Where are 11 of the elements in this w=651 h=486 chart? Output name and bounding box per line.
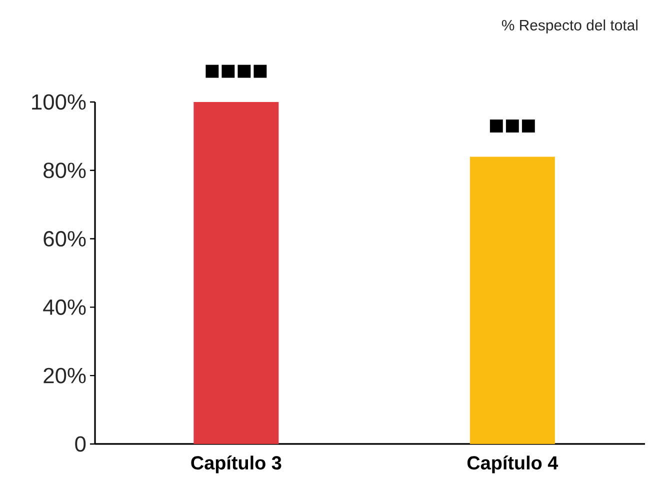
y-tick-label: 60% bbox=[44, 231, 86, 247]
y-tick-label: 80% bbox=[44, 162, 86, 178]
x-tick-label: Capítulo 4 bbox=[467, 456, 558, 474]
x-tick-label: Capítulo 3 bbox=[191, 456, 282, 474]
y-tick-label: 40% bbox=[43, 299, 86, 315]
y-tick-label: 100% bbox=[32, 94, 86, 110]
data-label: ■■■■ bbox=[206, 64, 267, 78]
y-tick-label: 20% bbox=[44, 368, 86, 384]
data-label: ■■■ bbox=[490, 120, 535, 132]
y-axis-title: % Respecto del total bbox=[502, 20, 638, 34]
y-tick-label: 0 bbox=[75, 436, 86, 452]
